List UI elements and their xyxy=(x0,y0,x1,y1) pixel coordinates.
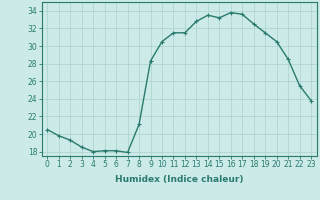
X-axis label: Humidex (Indice chaleur): Humidex (Indice chaleur) xyxy=(115,175,244,184)
